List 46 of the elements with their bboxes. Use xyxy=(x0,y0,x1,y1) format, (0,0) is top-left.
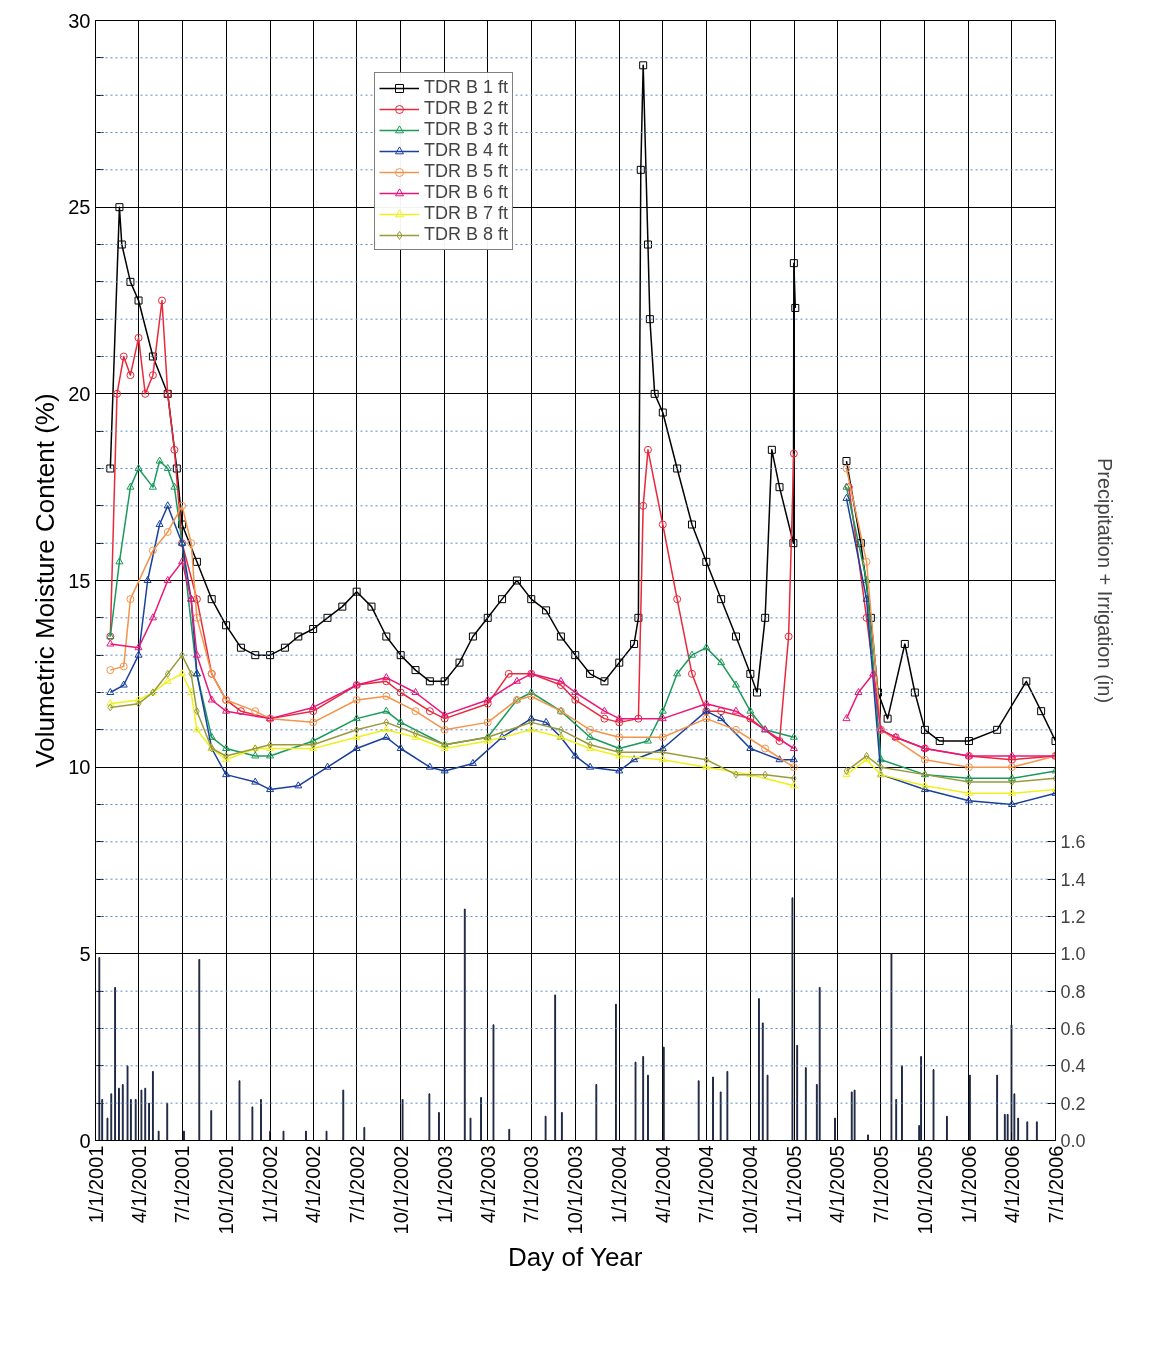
x-tick-label: 10/1/2002 xyxy=(389,1145,412,1235)
x-tick-label: 7/1/2003 xyxy=(520,1145,543,1224)
x-tick-label: 4/1/2006 xyxy=(1000,1145,1023,1224)
x-tick-label: 4/1/2005 xyxy=(826,1145,849,1224)
x-tick-label: 1/1/2006 xyxy=(957,1145,980,1224)
x-tick-label: 4/1/2003 xyxy=(476,1145,499,1224)
legend-label: TDR B 5 ft xyxy=(424,161,509,182)
legend-label: TDR B 2 ft xyxy=(424,98,509,119)
legend-label: TDR B 4 ft xyxy=(424,140,509,161)
legend-label: TDR B 3 ft xyxy=(424,119,509,140)
y-tick-label: 20 xyxy=(68,382,91,405)
x-tick-label: 10/1/2005 xyxy=(913,1145,936,1235)
y2-tick-label: 1.6 xyxy=(1060,832,1086,853)
y-axis-title: Volumetric Moisture Content (%) xyxy=(30,393,61,768)
y2-tick-label: 0.8 xyxy=(1060,981,1086,1002)
x-tick-label: 7/1/2005 xyxy=(869,1145,892,1224)
y2-tick-label: 0.4 xyxy=(1060,1056,1086,1077)
y-tick-label: 15 xyxy=(68,569,91,592)
y2-tick-label: 1.2 xyxy=(1060,907,1086,927)
legend-label: TDR B 6 ft xyxy=(424,182,509,203)
x-tick-label: 1/1/2004 xyxy=(608,1145,631,1224)
y-tick-label: 5 xyxy=(79,942,91,965)
x-tick-label: 7/1/2001 xyxy=(171,1145,194,1224)
x-axis-title: Day of Year xyxy=(508,1242,643,1273)
x-tick-label: 10/1/2003 xyxy=(564,1145,587,1235)
y2-tick-label: 0.2 xyxy=(1060,1093,1086,1114)
y-tick-label: 10 xyxy=(68,756,91,779)
y-tick-label: 30 xyxy=(68,9,91,32)
x-tick-label: 7/1/2004 xyxy=(695,1145,718,1224)
y2-tick-label: 1.0 xyxy=(1060,944,1086,965)
y2-axis-title: Precipitation + Irrigation (in) xyxy=(1093,457,1116,704)
legend-label: TDR B 7 ft xyxy=(424,203,509,224)
y2-tick-label: 1.4 xyxy=(1060,869,1086,890)
x-tick-label: 4/1/2002 xyxy=(302,1145,325,1224)
x-tick-label: 1/1/2005 xyxy=(783,1145,806,1224)
x-tick-label: 1/1/2003 xyxy=(433,1145,456,1224)
legend-label: TDR B 1 ft xyxy=(424,77,509,98)
y2-tick-label: 0.6 xyxy=(1060,1019,1086,1039)
x-tick-label: 7/1/2002 xyxy=(345,1145,368,1224)
x-tick-label: 10/1/2004 xyxy=(739,1145,762,1235)
x-tick-label: 4/1/2001 xyxy=(127,1145,150,1224)
x-tick-label: 10/1/2001 xyxy=(215,1145,238,1235)
x-tick-label: 1/1/2002 xyxy=(259,1145,282,1224)
y-tick-label: 25 xyxy=(68,196,91,219)
legend-label: TDR B 8 ft xyxy=(424,224,509,245)
x-tick-label: 4/1/2004 xyxy=(651,1145,674,1224)
